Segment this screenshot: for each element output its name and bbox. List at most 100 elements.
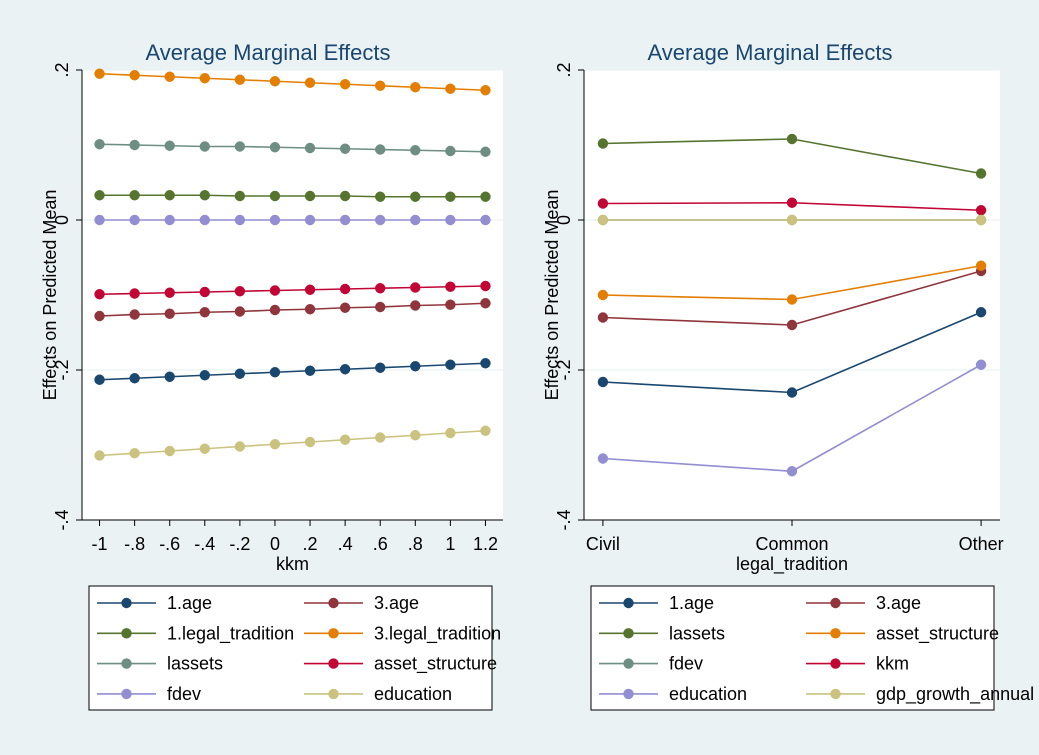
- legend-box: [88, 585, 493, 711]
- data-point-3-legal-tradition: [410, 82, 421, 93]
- data-point-asset-structure: [975, 260, 987, 271]
- data-point-3-legal-tradition: [304, 77, 316, 88]
- data-point-fdev: [304, 214, 316, 226]
- legend-label: lassets: [669, 623, 725, 643]
- y-tick-label: .2: [554, 62, 574, 77]
- data-point-fdev: [234, 214, 246, 226]
- data-point-gdp-growth-annual: [975, 214, 987, 226]
- x-tick-label: -.2: [229, 534, 250, 554]
- legend-key-marker: [623, 597, 634, 609]
- data-point-education: [94, 450, 105, 461]
- x-tick-label: 1.2: [473, 534, 498, 554]
- data-point-education: [410, 430, 421, 441]
- legend-label: fdev: [669, 654, 703, 674]
- data-point-asset-structure: [304, 284, 316, 295]
- data-point-1-age: [164, 371, 175, 382]
- data-point-education: [269, 439, 281, 450]
- data-point-asset-structure: [597, 289, 609, 301]
- legend-label: 1.age: [669, 593, 714, 613]
- data-point-education: [375, 432, 386, 443]
- y-tick-label: -.2: [554, 359, 574, 380]
- series-line-education: [99, 429, 486, 457]
- y-tick-label: 0: [52, 215, 72, 225]
- data-point-lassets: [304, 142, 316, 154]
- data-point-kkm: [597, 198, 609, 209]
- data-point-3-legal-tradition: [269, 76, 281, 87]
- data-point-3-legal-tradition: [199, 73, 210, 84]
- legend-key-marker: [121, 688, 132, 700]
- legend-label: education: [374, 684, 452, 704]
- data-point-asset-structure: [129, 288, 140, 299]
- x-tick-label: .8: [408, 534, 423, 554]
- data-point-asset-structure: [375, 283, 386, 294]
- data-point-1-age: [339, 364, 351, 375]
- data-point-kkm: [786, 197, 798, 208]
- legend-key-marker: [830, 628, 841, 639]
- x-tick-label: -.8: [124, 534, 145, 554]
- data-point-education: [129, 448, 140, 459]
- data-point-3-age: [375, 301, 386, 313]
- data-point-asset-structure: [786, 294, 798, 305]
- data-point-education: [234, 441, 246, 452]
- data-point-lassets: [129, 139, 140, 151]
- data-point-3-age: [445, 299, 456, 310]
- data-point-1-legal-tradition: [199, 190, 210, 201]
- y-tick-label: 0: [554, 215, 574, 225]
- data-point-1-legal-tradition: [129, 190, 140, 201]
- data-point-3-age: [304, 304, 316, 315]
- data-point-fdev: [480, 214, 491, 226]
- data-point-lassets: [597, 138, 609, 149]
- data-point-fdev: [375, 214, 386, 226]
- data-point-lassets: [199, 141, 210, 152]
- data-point-3-legal-tradition: [445, 83, 456, 94]
- legend-box: [590, 585, 995, 711]
- x-tick-label: 0: [270, 534, 280, 554]
- series-line-asset-structure: [99, 285, 486, 296]
- data-point-lassets: [445, 145, 456, 157]
- data-point-asset-structure: [339, 283, 351, 295]
- legend-label: 1.age: [167, 593, 212, 613]
- legend-key-marker: [328, 688, 339, 700]
- data-point-3-legal-tradition: [234, 74, 246, 85]
- data-point-3-age: [786, 319, 798, 331]
- data-point-3-legal-tradition: [164, 71, 175, 82]
- data-point-1-age: [94, 374, 105, 385]
- data-point-gdp-growth-annual: [786, 214, 798, 226]
- series-line-3-age: [99, 302, 486, 317]
- legend-key-marker: [623, 658, 634, 669]
- y-axis-label: Effects on Predicted Mean: [542, 190, 562, 401]
- data-point-1-age: [269, 367, 281, 378]
- legend-key-marker: [328, 658, 339, 669]
- data-point-education: [975, 359, 987, 370]
- data-point-1-age: [597, 376, 609, 388]
- legend-label: asset_structure: [374, 654, 497, 675]
- data-point-1-age: [410, 361, 421, 372]
- data-point-1-age: [234, 368, 246, 379]
- data-point-lassets: [234, 141, 246, 152]
- x-tick-label: Civil: [586, 534, 620, 554]
- data-point-gdp-growth-annual: [597, 214, 609, 226]
- data-point-3-age: [339, 302, 351, 313]
- legend-label: 3.age: [374, 593, 419, 613]
- data-point-3-age: [410, 300, 421, 311]
- x-tick-label: -1: [92, 534, 108, 554]
- x-axis-label: kkm: [276, 554, 309, 574]
- data-point-asset-structure: [199, 286, 210, 298]
- legend-label: fdev: [167, 684, 201, 704]
- legend-label: asset_structure: [876, 623, 999, 644]
- data-point-3-legal-tradition: [375, 80, 386, 91]
- data-point-lassets: [975, 168, 987, 179]
- data-point-education: [786, 466, 798, 477]
- data-point-fdev: [445, 214, 456, 226]
- x-tick-label: Common: [755, 534, 828, 554]
- data-point-asset-structure: [94, 289, 105, 300]
- data-point-1-age: [199, 370, 210, 381]
- legend-key-marker: [830, 658, 841, 669]
- data-point-1-age: [375, 362, 386, 373]
- data-point-fdev: [94, 214, 105, 226]
- y-tick-label: .2: [52, 62, 72, 77]
- data-point-education: [199, 443, 210, 454]
- data-point-1-legal-tradition: [445, 191, 456, 202]
- data-point-3-age: [269, 304, 281, 316]
